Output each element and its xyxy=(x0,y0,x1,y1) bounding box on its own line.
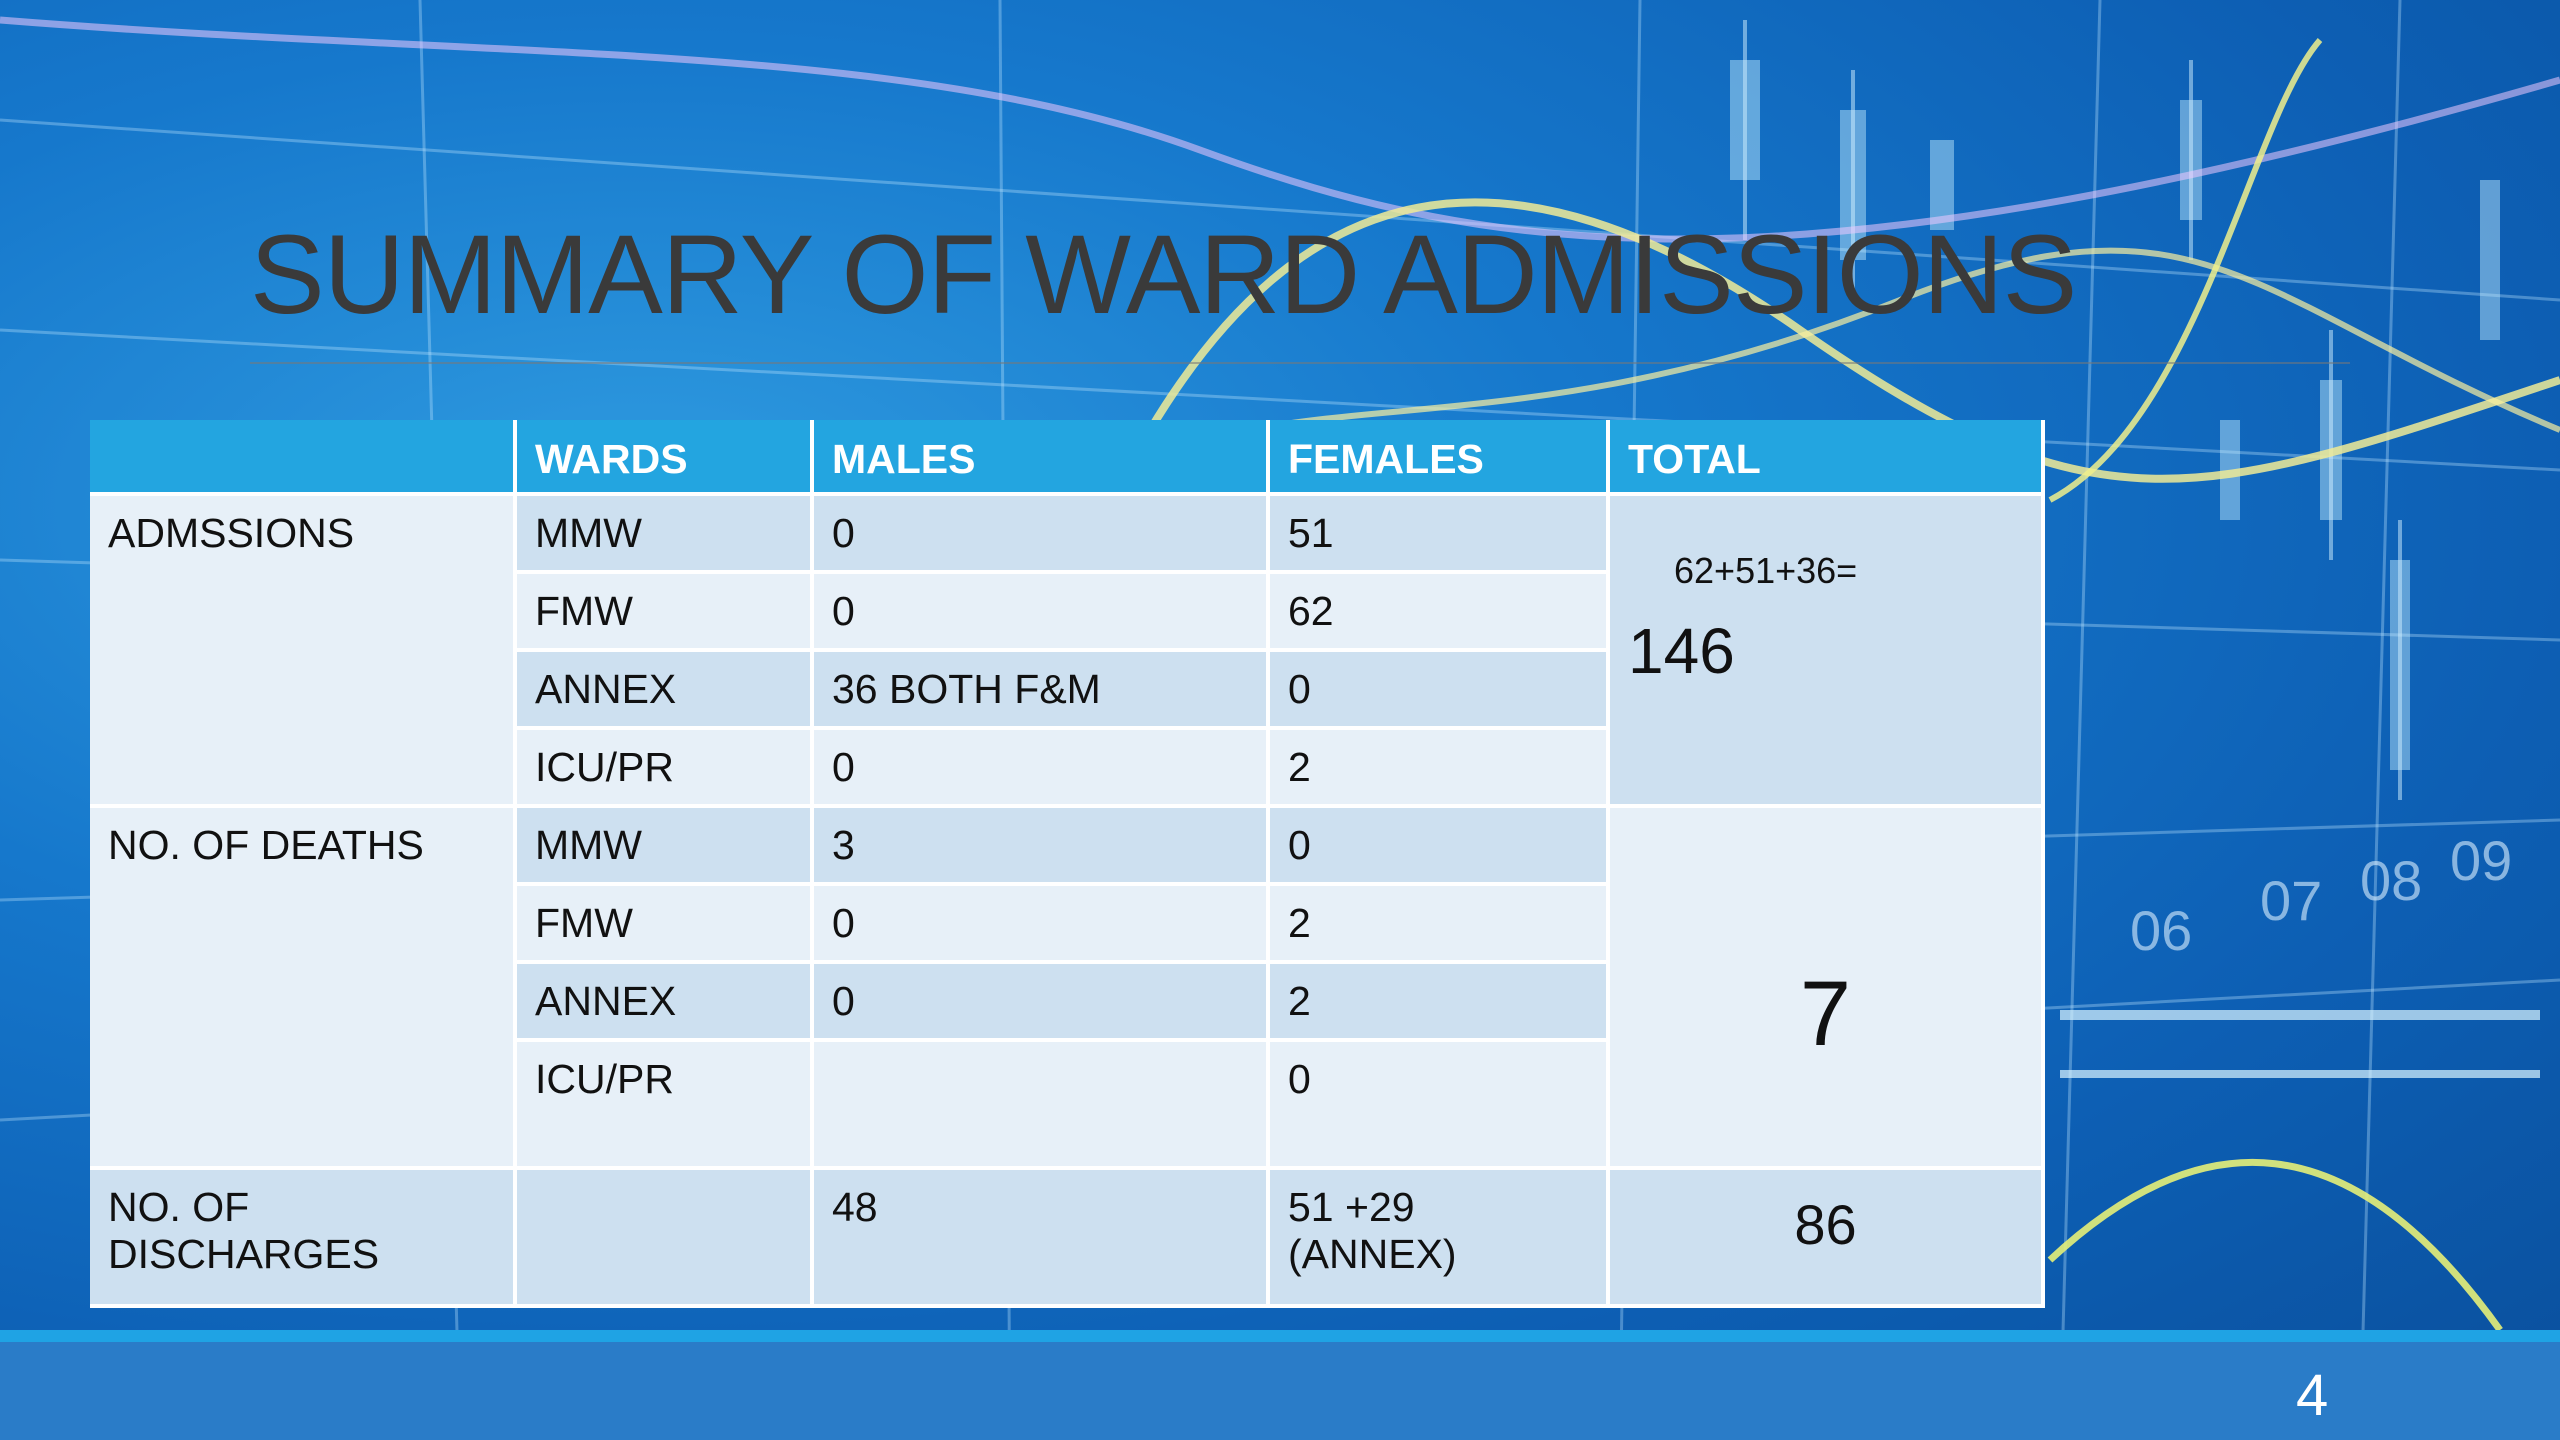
footer-bar xyxy=(0,1342,2560,1440)
table-row: FMW 0 2 xyxy=(90,886,2045,964)
table-header-row: WARDS MALES FEMALES TOTAL xyxy=(90,420,2045,496)
males-cell: 36 BOTH F&M xyxy=(814,652,1270,730)
ward-cell: MMW xyxy=(517,808,814,886)
males-cell: 0 xyxy=(814,964,1270,1042)
discharges-label-line1: NO. OF xyxy=(108,1184,250,1230)
males-cell xyxy=(814,1042,1270,1170)
ward-cell: MMW xyxy=(517,496,814,574)
females-cell: 62 xyxy=(1270,574,1610,652)
svg-text:06: 06 xyxy=(2130,899,2192,962)
table-row: ICU/PR 0 2 xyxy=(90,730,2045,808)
ward-cell: ICU/PR xyxy=(517,1042,814,1170)
admissions-total-formula: 62+51+36= xyxy=(1674,550,1858,591)
slide-number: 4 xyxy=(2296,1363,2329,1428)
svg-text:08: 08 xyxy=(2360,849,2422,912)
males-cell: 48 xyxy=(814,1170,1270,1308)
header-cell-wards: WARDS xyxy=(517,420,814,496)
males-cell: 0 xyxy=(814,730,1270,808)
admissions-total: 146 xyxy=(1628,615,1735,687)
females-cell: 0 xyxy=(1270,808,1610,886)
ward-cell: ANNEX xyxy=(517,652,814,730)
males-cell: 0 xyxy=(814,574,1270,652)
table-row: NO. OF DISCHARGES 48 51 +29 (ANNEX) 86 xyxy=(90,1170,2045,1308)
table-row: ANNEX 36 BOTH F&M 0 xyxy=(90,652,2045,730)
males-cell: 0 xyxy=(814,496,1270,574)
table-row: ICU/PR 0 xyxy=(90,1042,2045,1170)
discharges-females-line2: (ANNEX) xyxy=(1288,1231,1457,1277)
females-cell: 0 xyxy=(1270,652,1610,730)
females-cell: 2 xyxy=(1270,730,1610,808)
header-cell-category xyxy=(90,420,517,496)
ward-cell: ICU/PR xyxy=(517,730,814,808)
header-cell-total: TOTAL xyxy=(1610,420,2045,496)
females-cell: 0 xyxy=(1270,1042,1610,1170)
discharges-total-cell: 86 xyxy=(1610,1170,2045,1308)
males-cell: 0 xyxy=(814,886,1270,964)
header-cell-females: FEMALES xyxy=(1270,420,1610,496)
ward-cell: FMW xyxy=(517,886,814,964)
ward-cell: FMW xyxy=(517,574,814,652)
discharges-females-line1: 51 +29 xyxy=(1288,1184,1415,1230)
header-cell-males: MALES xyxy=(814,420,1270,496)
females-cell: 51 +29 (ANNEX) xyxy=(1270,1170,1610,1308)
admissions-total-cell: 62+51+36= 146 xyxy=(1610,496,2045,808)
discharges-label: NO. OF DISCHARGES xyxy=(90,1170,517,1308)
ward-cell: ANNEX xyxy=(517,964,814,1042)
title-divider xyxy=(250,362,2350,364)
table-row: FMW 0 62 xyxy=(90,574,2045,652)
table-row: ADMSSIONS MMW 0 51 62+51+36= 146 xyxy=(90,496,2045,808)
deaths-total-cell: 7 xyxy=(1610,808,2045,1170)
females-cell: 51 xyxy=(1270,496,1610,574)
discharges-total: 86 xyxy=(1794,1193,1857,1256)
ward-summary-table: WARDS MALES FEMALES TOTAL ADMSSIONS MMW … xyxy=(90,420,2045,1308)
discharges-label-line2: DISCHARGES xyxy=(108,1231,380,1277)
deaths-total: 7 xyxy=(1799,963,1852,1065)
table-row: ANNEX 0 2 xyxy=(90,964,2045,1042)
females-cell: 2 xyxy=(1270,886,1610,964)
footer-accent-line xyxy=(0,1330,2560,1342)
svg-text:09: 09 xyxy=(2450,829,2512,892)
males-cell: 3 xyxy=(814,808,1270,886)
table-row: NO. OF DEATHS MMW 3 0 7 xyxy=(90,808,2045,1170)
females-cell: 2 xyxy=(1270,964,1610,1042)
deaths-label: NO. OF DEATHS xyxy=(90,808,517,1170)
admissions-label: ADMSSIONS xyxy=(90,496,517,808)
ward-cell xyxy=(517,1170,814,1308)
slide-title: SUMMARY OF WARD ADMISSIONS xyxy=(250,212,2077,337)
svg-text:07: 07 xyxy=(2260,869,2322,932)
